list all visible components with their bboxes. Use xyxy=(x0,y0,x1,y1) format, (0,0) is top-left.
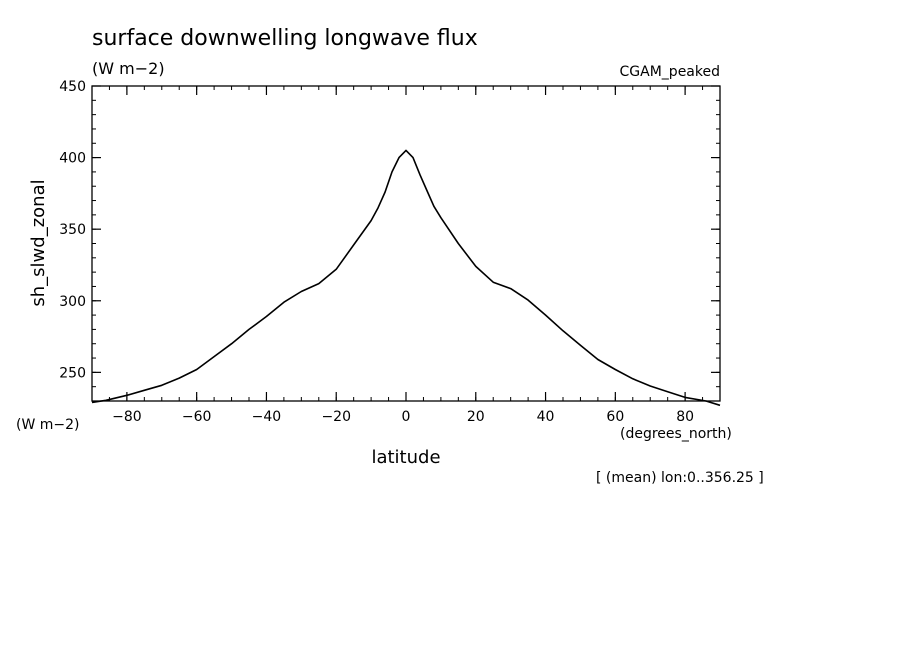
footnote: [ (mean) lon:0..356.25 ] xyxy=(596,470,764,486)
x-axis-units: (degrees_north) xyxy=(620,426,732,442)
series-group xyxy=(91,149,721,407)
x-tick-label: −20 xyxy=(321,409,351,425)
x-tick-label: −60 xyxy=(182,409,212,425)
x-tick-label: 20 xyxy=(467,409,485,425)
y-tick-label: 350 xyxy=(59,222,86,238)
x-tick-label: 0 xyxy=(402,409,411,425)
x-tick-label: −80 xyxy=(112,409,142,425)
dataset-label: CGAM_peaked xyxy=(620,64,720,80)
y-axis-label: sh_slwd_zonal xyxy=(28,179,49,306)
x-axis-label: latitude xyxy=(371,447,440,468)
y-axis: 250 300 350 400 450 xyxy=(59,79,720,381)
plot-frame xyxy=(91,85,721,402)
y-tick-label: 300 xyxy=(59,294,86,310)
x-tick-label: 60 xyxy=(606,409,624,425)
y-axis-units: (W m−2) xyxy=(16,417,80,433)
chart-title: surface downwelling longwave flux xyxy=(92,26,478,51)
y-tick-label: 450 xyxy=(59,79,86,95)
series-line xyxy=(91,149,721,407)
x-tick-label: −40 xyxy=(252,409,282,425)
y-tick-label: 250 xyxy=(59,365,86,381)
y-tick-label: 400 xyxy=(59,151,86,167)
chart-units: (W m−2) xyxy=(92,59,165,78)
x-tick-label: 80 xyxy=(676,409,694,425)
x-axis: −80 −60 −40 −20 0 20 40 60 80 xyxy=(112,86,694,425)
x-tick-label: 40 xyxy=(537,409,555,425)
plot-border xyxy=(91,85,721,402)
